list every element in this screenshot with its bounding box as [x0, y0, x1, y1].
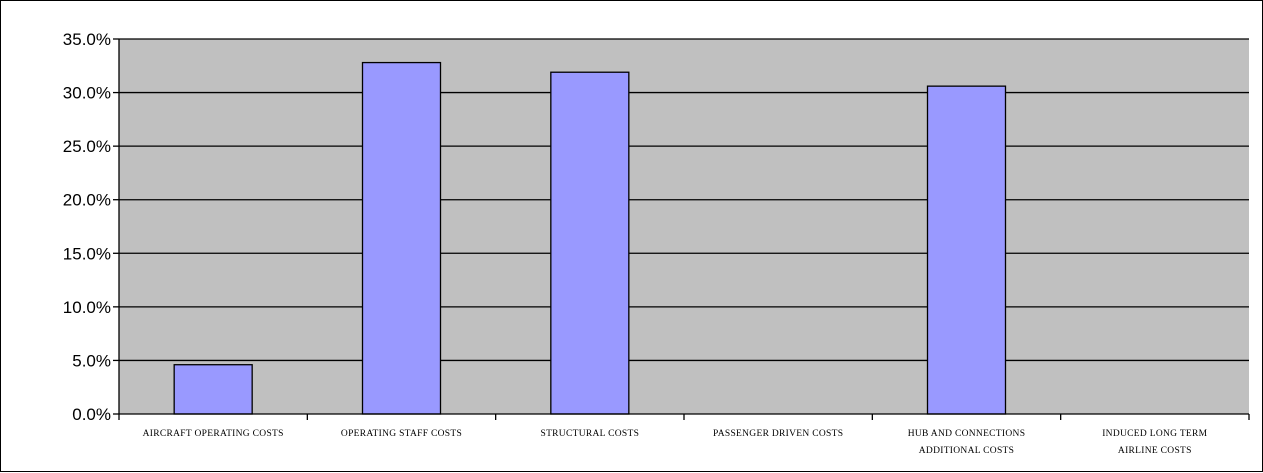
y-tick-label: 20.0% [63, 191, 111, 210]
y-tick-label: 35.0% [63, 30, 111, 49]
bars [173, 61, 1007, 415]
bar [550, 71, 630, 415]
gridlines [119, 38, 1249, 362]
x-tick-label: INDUCED LONG TERM [1102, 429, 1207, 439]
axes [113, 38, 1250, 420]
y-tick-label: 25.0% [63, 137, 111, 156]
x-tick-label: OPERATING STAFF COSTS [341, 429, 462, 439]
y-axis-tick-labels: 0.0% 5.0% 10.0% 15.0% 20.0% 25.0% 30.0% 35.0% [63, 30, 111, 424]
y-tick-label: 30.0% [63, 84, 111, 103]
x-tick-label: PASSENGER DRIVEN COSTS [713, 429, 843, 439]
y-tick-label: 10.0% [63, 298, 111, 317]
x-tick-label: STRUCTURAL COSTS [540, 429, 639, 439]
x-tick-label: HUB AND CONNECTIONS [908, 429, 1026, 439]
y-tick-label: 5.0% [72, 351, 111, 370]
x-axis-tick-labels: AIRCRAFT OPERATING COSTS OPERATING STAFF … [143, 429, 1208, 456]
y-tick-label: 15.0% [63, 244, 111, 263]
y-tick-label: 0.0% [72, 405, 111, 424]
bar [926, 85, 1007, 415]
bar [173, 364, 253, 415]
x-tick-label: AIRLINE COSTS [1118, 446, 1192, 456]
bar [361, 61, 442, 415]
x-tick-label: AIRCRAFT OPERATING COSTS [143, 429, 284, 439]
x-tick-label: ADDITIONAL COSTS [919, 446, 1015, 456]
plot-area [119, 39, 1249, 414]
